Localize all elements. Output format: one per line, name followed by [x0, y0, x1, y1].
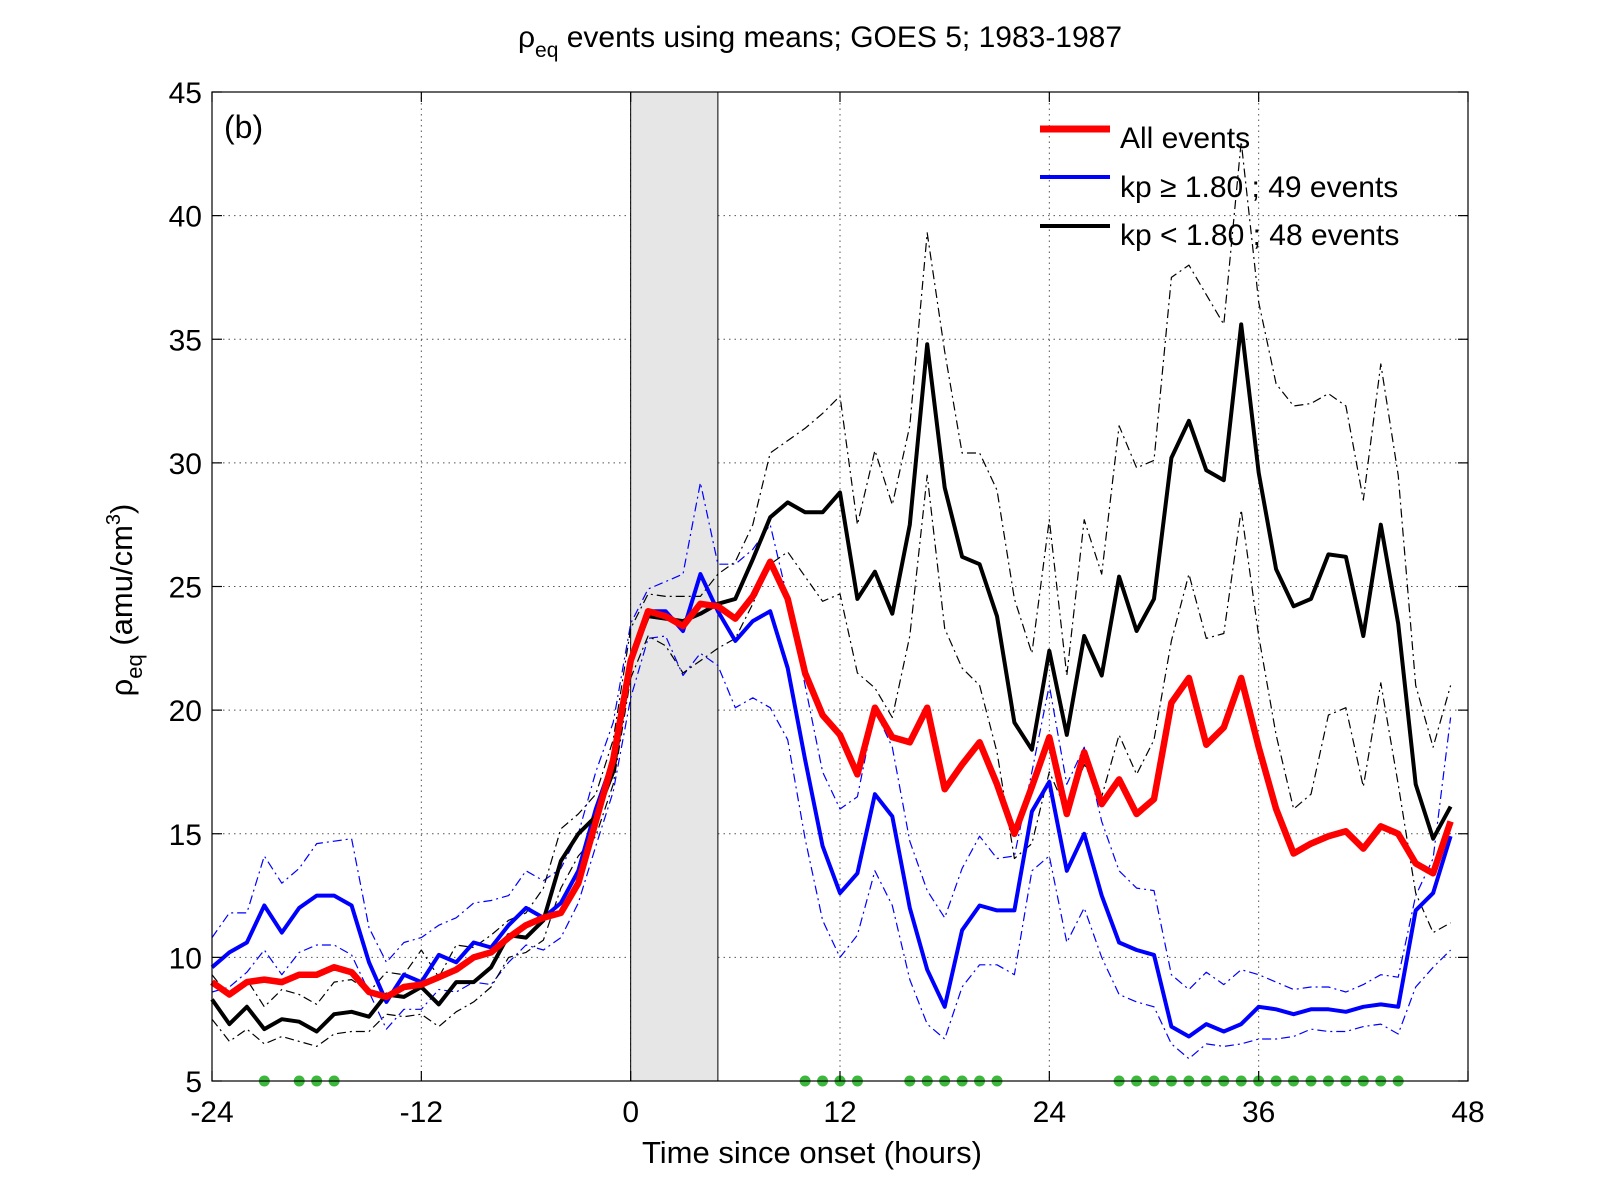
y-tick-label: 5: [185, 1066, 202, 1099]
series-line-6: [211, 474, 1451, 1048]
y-tick-label: 45: [169, 77, 202, 110]
legend-label-kp-high: kp ≥ 1.80 ; 49 events: [1120, 171, 1398, 204]
legend: All events kp ≥ 1.80 ; 49 events kp < 1.…: [1040, 122, 1399, 252]
x-tick-label: -24: [190, 1096, 233, 1129]
x-tick-label: -12: [400, 1096, 443, 1129]
shaded-onset-interval: [630, 91, 719, 1082]
series-line-1: [210, 572, 1453, 1039]
x-tick-label: 12: [823, 1096, 856, 1129]
y-tick-label: 30: [169, 448, 202, 481]
y-tick-label: 15: [169, 819, 202, 852]
series-line-5: [211, 140, 1452, 1008]
x-axis-label: Time since onset (hours): [642, 1135, 982, 1170]
x-tick-label: 24: [1033, 1096, 1066, 1129]
series-layer: [210, 140, 1454, 1060]
legend-label-all-events: All events: [1120, 122, 1250, 155]
series-line-4: [211, 635, 1452, 1060]
x-tick-label: 48: [1451, 1096, 1484, 1129]
y-tick-label: 25: [169, 572, 202, 605]
y-tick-label: 20: [169, 695, 202, 728]
series-line-2: [210, 322, 1453, 1034]
y-tick-label: 40: [169, 201, 202, 234]
y-tick-label: 35: [169, 324, 202, 357]
grid-layer: [212, 92, 1468, 1081]
panel-label: (b): [224, 109, 263, 145]
chart-title: ρeq events using means; GOES 5; 1983-198…: [518, 21, 1122, 62]
y-tick-label: 10: [169, 942, 202, 975]
tick-layer: -24 -12 0 12 24 36 48 5 10 15 20 25 30 35 40 45: [169, 77, 1485, 1129]
y-axis-label: ρeq (amu/cm3): [103, 504, 147, 697]
x-tick-label: 36: [1242, 1096, 1275, 1129]
legend-label-kp-low: kp < 1.80 ; 48 events: [1120, 219, 1399, 252]
series-line-3: [211, 482, 1452, 993]
series-line-0: [210, 558, 1454, 1001]
x-tick-label: 0: [622, 1096, 639, 1129]
